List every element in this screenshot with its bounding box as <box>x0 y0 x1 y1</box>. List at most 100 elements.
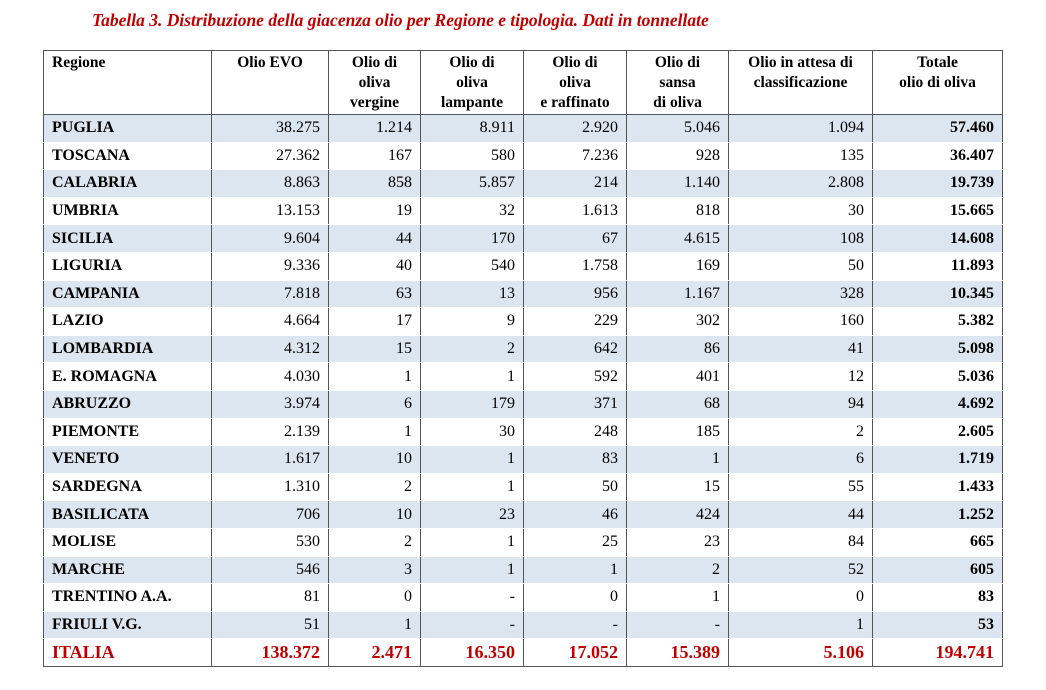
value-cell: 580 <box>420 142 524 171</box>
value-cell: 592 <box>523 362 627 391</box>
value-cell: 135 <box>728 142 873 171</box>
region-cell: CALABRIA <box>43 169 212 198</box>
value-cell: 9.604 <box>211 224 329 253</box>
header-cell: Olio di sansa di oliva <box>626 50 729 115</box>
value-cell: 81 <box>211 583 329 612</box>
value-cell: 23 <box>420 500 524 529</box>
region-cell: PUGLIA <box>43 114 212 143</box>
value-cell: 52 <box>728 556 873 585</box>
value-cell: 27.362 <box>211 142 329 171</box>
table-row: MOLISE 530 2 1 25 23 84 665 <box>43 528 1003 557</box>
region-cell: VENETO <box>43 445 212 474</box>
value-cell: 167 <box>328 142 421 171</box>
value-cell: 12 <box>728 362 873 391</box>
value-cell: 1 <box>420 362 524 391</box>
value-cell: 4.312 <box>211 335 329 364</box>
table-row: PIEMONTE 2.139 1 30 248 185 2 2.605 <box>43 418 1003 447</box>
total-value: 15.389 <box>626 638 729 668</box>
region-cell: PIEMONTE <box>43 418 212 447</box>
value-cell: 41 <box>728 335 873 364</box>
table-row: TOSCANA 27.362 167 580 7.236 928 135 36.407 <box>43 142 1003 171</box>
value-cell: 956 <box>523 280 627 309</box>
value-cell: 1.252 <box>872 500 1003 529</box>
total-value: 17.052 <box>523 638 627 668</box>
value-cell: 63 <box>328 280 421 309</box>
value-cell: 2.808 <box>728 169 873 198</box>
value-cell: 14.608 <box>872 224 1003 253</box>
value-cell: 9.336 <box>211 252 329 281</box>
value-cell: 19.739 <box>872 169 1003 198</box>
value-cell: 83 <box>523 445 627 474</box>
value-cell: 540 <box>420 252 524 281</box>
value-cell: 169 <box>626 252 729 281</box>
table-row: UMBRIA 13.153 19 32 1.613 818 30 15.665 <box>43 197 1003 226</box>
table-row: E. ROMAGNA 4.030 1 1 592 401 12 5.036 <box>43 362 1003 391</box>
table-row: SICILIA 9.604 44 170 67 4.615 108 14.608 <box>43 224 1003 253</box>
value-cell: 7.818 <box>211 280 329 309</box>
value-cell: 371 <box>523 390 627 419</box>
table-row: VENETO 1.617 10 1 83 1 6 1.719 <box>43 445 1003 474</box>
value-cell: 1.094 <box>728 114 873 143</box>
data-table: Regione Olio EVO Olio di oliva vergine Olio… <box>43 50 1003 668</box>
value-cell: 44 <box>328 224 421 253</box>
value-cell: 19 <box>328 197 421 226</box>
value-cell: 8.911 <box>420 114 524 143</box>
value-cell: 530 <box>211 528 329 557</box>
value-cell: 50 <box>523 473 627 502</box>
region-cell: CAMPANIA <box>43 280 212 309</box>
value-cell: 2.920 <box>523 114 627 143</box>
value-cell: 1.719 <box>872 445 1003 474</box>
header-cell: Totale olio di oliva <box>872 50 1003 115</box>
value-cell: 1.167 <box>626 280 729 309</box>
value-cell: 94 <box>728 390 873 419</box>
table-row: BASILICATA 706 10 23 46 424 44 1.252 <box>43 500 1003 529</box>
header-cell: Regione <box>43 50 212 115</box>
header-cell: Olio EVO <box>211 50 329 115</box>
total-value: 5.106 <box>728 638 873 668</box>
value-cell: 4.692 <box>872 390 1003 419</box>
value-cell: 30 <box>728 197 873 226</box>
value-cell: 2 <box>728 418 873 447</box>
value-cell: 36.407 <box>872 142 1003 171</box>
value-cell: 706 <box>211 500 329 529</box>
value-cell: 248 <box>523 418 627 447</box>
region-cell: MARCHE <box>43 556 212 585</box>
value-cell: 1.617 <box>211 445 329 474</box>
table-row: CAMPANIA 7.818 63 13 956 1.167 328 10.345 <box>43 280 1003 309</box>
region-cell: UMBRIA <box>43 197 212 226</box>
region-cell: LIGURIA <box>43 252 212 281</box>
value-cell: 4.030 <box>211 362 329 391</box>
value-cell: 1.613 <box>523 197 627 226</box>
value-cell: 1 <box>626 583 729 612</box>
region-cell: E. ROMAGNA <box>43 362 212 391</box>
value-cell: 1 <box>523 556 627 585</box>
value-cell: 0 <box>728 583 873 612</box>
region-cell: MOLISE <box>43 528 212 557</box>
value-cell: 46 <box>523 500 627 529</box>
region-cell: TRENTINO A.A. <box>43 583 212 612</box>
header-cell: Olio di oliva vergine <box>328 50 421 115</box>
value-cell: 1 <box>626 445 729 474</box>
value-cell: 53 <box>872 611 1003 640</box>
value-cell: 2.605 <box>872 418 1003 447</box>
region-cell: SICILIA <box>43 224 212 253</box>
value-cell: 214 <box>523 169 627 198</box>
value-cell: 179 <box>420 390 524 419</box>
total-value: 2.471 <box>328 638 421 668</box>
total-label: ITALIA <box>43 638 212 668</box>
value-cell: 5.857 <box>420 169 524 198</box>
value-cell: 30 <box>420 418 524 447</box>
value-cell: 858 <box>328 169 421 198</box>
value-cell: 10 <box>328 445 421 474</box>
table-row: ABRUZZO 3.974 6 179 371 68 94 4.692 <box>43 390 1003 419</box>
header-cell: Olio in attesa di classificazione <box>728 50 873 115</box>
value-cell: 2 <box>328 473 421 502</box>
value-cell: 4.615 <box>626 224 729 253</box>
value-cell: 13.153 <box>211 197 329 226</box>
value-cell: 1.140 <box>626 169 729 198</box>
value-cell: 1 <box>420 445 524 474</box>
value-cell: 424 <box>626 500 729 529</box>
value-cell: 1 <box>728 611 873 640</box>
value-cell: 1 <box>328 418 421 447</box>
